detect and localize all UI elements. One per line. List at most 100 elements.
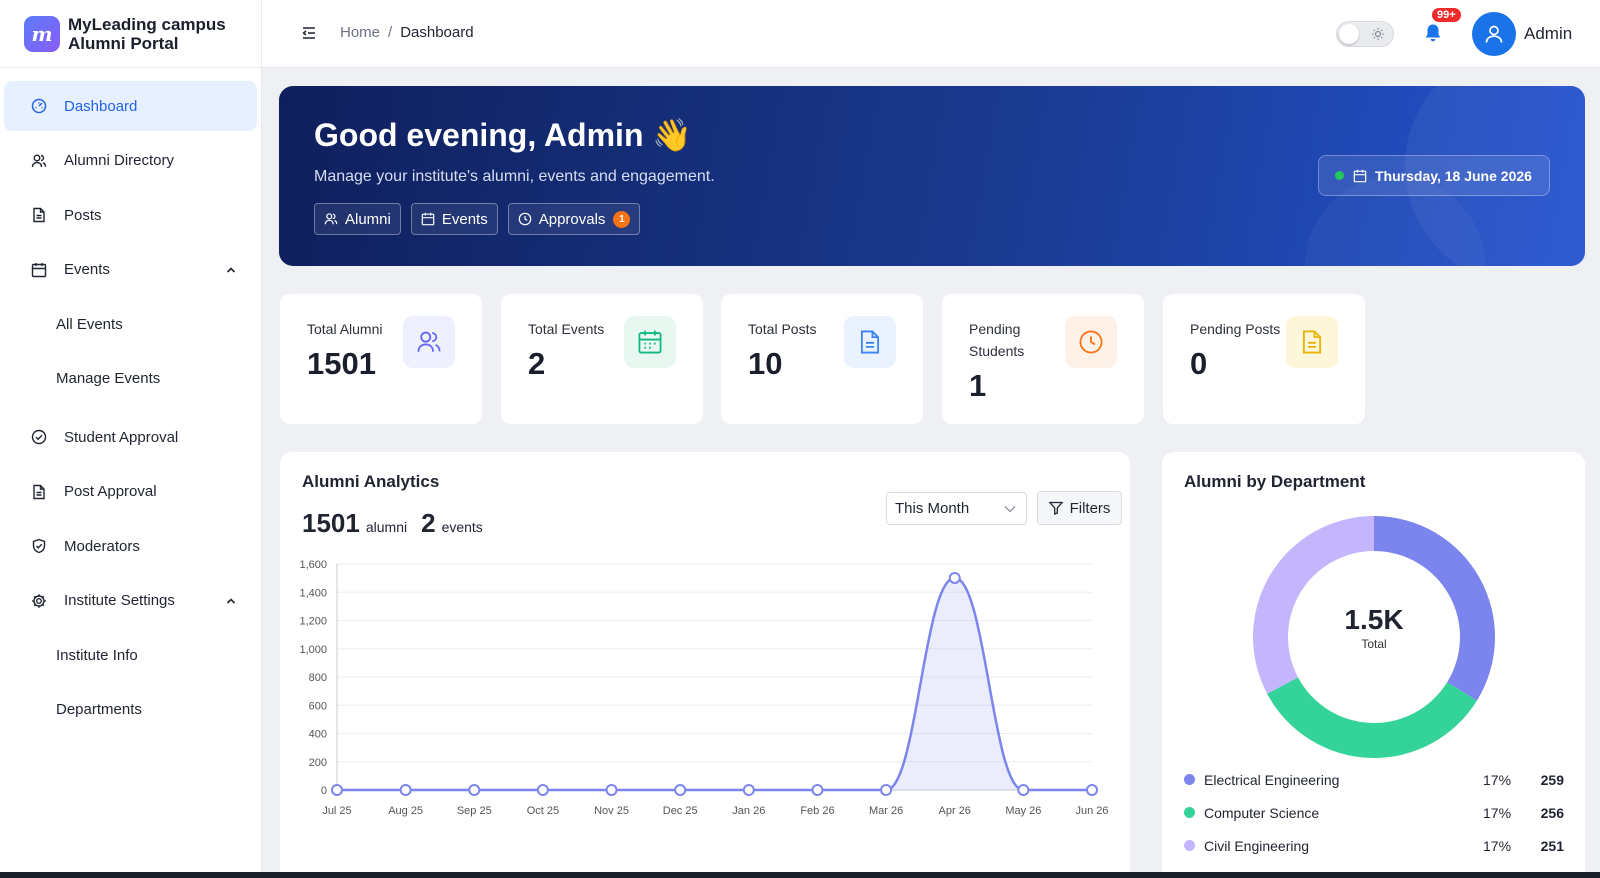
data-point bbox=[605, 784, 618, 796]
quick-link-label: Events bbox=[441, 210, 488, 228]
brand-line-1: MyLeading campus bbox=[68, 14, 226, 34]
approvals-count-badge: 1 bbox=[613, 210, 631, 228]
sidebar-item-label: Institute Settings bbox=[64, 592, 175, 609]
legend-item[interactable]: Computer Science 17% 256 bbox=[1184, 796, 1564, 829]
y-tick-label: 1,000 bbox=[299, 644, 327, 656]
quick-link-approvals[interactable]: Approvals 1 bbox=[507, 203, 641, 235]
donut-slice bbox=[1253, 516, 1374, 694]
legend-dot bbox=[1184, 840, 1195, 851]
file-icon bbox=[1286, 316, 1338, 368]
legend-name: Civil Engineering bbox=[1204, 837, 1310, 854]
sidebar-item-dashboard[interactable]: Dashboard bbox=[4, 81, 257, 131]
notification-bell-icon[interactable] bbox=[1422, 22, 1444, 49]
data-point bbox=[468, 784, 481, 796]
period-select[interactable]: This Month bbox=[886, 492, 1027, 525]
sidebar-item-events[interactable]: Events bbox=[4, 245, 257, 295]
x-tick-label: Dec 25 bbox=[663, 805, 698, 817]
chevron-up-icon[interactable] bbox=[225, 263, 237, 280]
card-title: Alumni by Department bbox=[1184, 472, 1366, 491]
brand[interactable]: m MyLeading campus Alumni Portal bbox=[0, 0, 261, 68]
file-check-icon bbox=[30, 483, 48, 501]
stat-card-pending-posts[interactable]: Pending Posts 0 bbox=[1163, 294, 1365, 424]
menu-collapse-icon[interactable] bbox=[300, 24, 318, 47]
greeting-subtitle: Manage your institute's alumni, events a… bbox=[314, 168, 715, 185]
users-icon bbox=[403, 316, 455, 368]
brand-logo: m bbox=[24, 15, 60, 52]
data-point bbox=[399, 784, 412, 796]
events-word: events bbox=[441, 519, 483, 535]
stat-value: 10 bbox=[748, 346, 783, 381]
sidebar: m MyLeading campus Alumni Portal Dashboa… bbox=[0, 0, 262, 878]
y-tick-label: 600 bbox=[309, 700, 327, 712]
stat-label: Total Alumni bbox=[307, 321, 383, 337]
chevron-up-icon[interactable] bbox=[225, 594, 237, 611]
calendar-icon bbox=[624, 316, 676, 368]
users-icon bbox=[30, 152, 48, 170]
file-icon bbox=[844, 316, 896, 368]
events-count: 2 bbox=[421, 508, 436, 538]
legend-item[interactable]: Civil Engineering 17% 251 bbox=[1184, 829, 1564, 862]
sidebar-item-post-approval[interactable]: Post Approval bbox=[4, 467, 257, 517]
department-donut-chart bbox=[1253, 516, 1495, 758]
x-tick-label: Apr 26 bbox=[939, 805, 971, 817]
quick-link-events[interactable]: Events bbox=[410, 203, 498, 235]
notification-badge: 99+ bbox=[1432, 8, 1461, 22]
sidebar-subitem-all-events[interactable]: All Events bbox=[56, 315, 123, 333]
sidebar-item-posts[interactable]: Posts bbox=[4, 190, 257, 240]
sidebar-subitem-manage-events[interactable]: Manage Events bbox=[56, 370, 161, 387]
current-date: Thursday, 18 June 2026 bbox=[1318, 155, 1550, 196]
y-tick-label: 800 bbox=[309, 672, 327, 684]
y-tick-label: 1,200 bbox=[299, 616, 327, 628]
sidebar-item-label: Moderators bbox=[64, 537, 140, 555]
donut-slice bbox=[1374, 516, 1495, 701]
legend-percent: 17% bbox=[1483, 804, 1512, 821]
legend-name: Electrical Engineering bbox=[1204, 771, 1340, 788]
donut-center: 1.5K Total bbox=[1314, 604, 1434, 651]
sidebar-subitem-departments[interactable]: Departments bbox=[56, 701, 142, 718]
sidebar-nav: Dashboard Alumni Directory Posts Events … bbox=[0, 68, 261, 735]
quick-link-label: Alumni bbox=[345, 210, 391, 228]
breadcrumb-home[interactable]: Home bbox=[340, 24, 381, 41]
topbar: Home / Dashboard 99+ Admin bbox=[262, 0, 1600, 68]
x-tick-label: Jan 26 bbox=[732, 805, 765, 817]
card-title: Alumni Analytics bbox=[302, 472, 440, 491]
alumni-by-department-card: Alumni by Department 1.5K Total Electric… bbox=[1162, 452, 1585, 878]
calendar-icon bbox=[421, 212, 435, 226]
theme-toggle[interactable] bbox=[1336, 21, 1394, 47]
breadcrumb: Home / Dashboard bbox=[340, 24, 474, 41]
donut-total-value: 1.5K bbox=[1344, 604, 1404, 635]
filters-label: Filters bbox=[1069, 499, 1111, 517]
y-tick-label: 0 bbox=[321, 785, 327, 797]
stat-card-total-posts[interactable]: Total Posts 10 bbox=[721, 294, 923, 424]
sidebar-subitem-institute-info[interactable]: Institute Info bbox=[56, 646, 138, 664]
stat-label: Pending Students bbox=[969, 321, 1025, 359]
data-point bbox=[674, 784, 687, 796]
sidebar-item-label: Events bbox=[64, 261, 110, 278]
stat-card-pending-students[interactable]: Pending Students 1 bbox=[942, 294, 1144, 424]
stat-value: 1501 bbox=[307, 346, 376, 381]
stat-value: 2 bbox=[528, 346, 546, 381]
user-icon bbox=[1485, 25, 1503, 43]
sidebar-item-alumni-directory[interactable]: Alumni Directory bbox=[4, 136, 257, 186]
avatar[interactable] bbox=[1472, 12, 1516, 56]
sidebar-item-institute-settings[interactable]: Institute Settings bbox=[4, 576, 257, 626]
toggle-knob bbox=[1339, 24, 1359, 44]
user-name[interactable]: Admin bbox=[1524, 24, 1573, 43]
filters-button[interactable]: Filters bbox=[1037, 491, 1122, 525]
stat-label: Total Events bbox=[528, 321, 605, 337]
welcome-banner: Good evening, Admin 👋 Manage your instit… bbox=[279, 86, 1585, 266]
sidebar-item-moderators[interactable]: Moderators bbox=[4, 521, 257, 571]
x-tick-label: Mar 26 bbox=[869, 805, 903, 817]
stat-card-total-events[interactable]: Total Events 2 bbox=[501, 294, 703, 424]
sidebar-item-label: Dashboard bbox=[64, 97, 138, 115]
legend-count: 259 bbox=[1540, 771, 1564, 788]
data-point bbox=[536, 784, 549, 796]
filter-icon bbox=[1048, 501, 1063, 515]
date-text: Thursday, 18 June 2026 bbox=[1375, 167, 1532, 184]
x-tick-label: Nov 25 bbox=[594, 805, 629, 817]
data-point bbox=[1017, 784, 1030, 796]
legend-item[interactable]: Electrical Engineering 17% 259 bbox=[1184, 763, 1564, 796]
sidebar-item-student-approval[interactable]: Student Approval bbox=[4, 412, 257, 462]
stat-card-total-alumni[interactable]: Total Alumni 1501 bbox=[280, 294, 482, 424]
quick-link-alumni[interactable]: Alumni bbox=[314, 203, 401, 235]
